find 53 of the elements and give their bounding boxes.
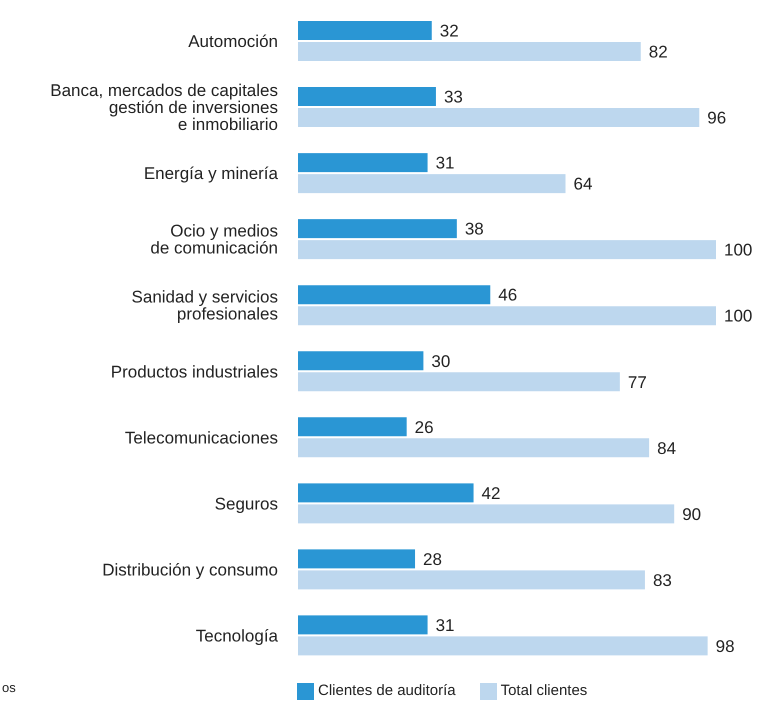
y-tick-label: Productos industriales (110, 362, 278, 382)
data-label: 82 (648, 42, 668, 62)
data-label: 33 (444, 88, 463, 107)
bar (298, 549, 416, 568)
bar (298, 483, 474, 502)
bar (298, 153, 428, 172)
y-tick-label: Energía y minería (144, 164, 279, 184)
y-tick-label: Tecnología (196, 626, 279, 646)
data-label: 96 (707, 108, 726, 128)
data-label: 28 (423, 550, 442, 569)
data-label: 38 (464, 220, 484, 239)
data-label: 46 (498, 286, 518, 305)
data-label: 77 (628, 372, 647, 392)
bar (298, 570, 645, 590)
data-label: 100 (724, 306, 752, 326)
y-tick-label: Automoción (188, 32, 278, 52)
y-tick-label: Sanidad y servicios profesionales (132, 288, 278, 324)
bar (298, 108, 700, 128)
y-tick-label: Seguros (214, 494, 278, 514)
data-label: 84 (657, 438, 676, 458)
data-label: 90 (682, 504, 702, 524)
text: os (2, 680, 16, 695)
bar (298, 87, 436, 106)
bar (298, 174, 566, 194)
y-tick-label: Distribución y consumo (102, 560, 278, 580)
bar (298, 372, 620, 392)
y-tick-label: Ocio y medios de comunicación (150, 222, 278, 258)
bar (298, 417, 407, 436)
bar (298, 438, 650, 458)
bar (298, 240, 716, 260)
bar (298, 21, 432, 40)
bar (298, 306, 716, 326)
data-label: 64 (574, 174, 592, 194)
data-label: 83 (652, 570, 672, 590)
data-label: 100 (724, 240, 752, 260)
legend-label: Total clientes (500, 682, 588, 700)
data-label: 31 (436, 154, 454, 173)
bar (298, 504, 674, 524)
data-label: 32 (440, 22, 459, 41)
data-label: 31 (436, 616, 454, 635)
bar (298, 615, 428, 634)
bar (298, 285, 490, 304)
bar (298, 219, 457, 238)
legend-label: Clientes de auditoría (318, 682, 456, 700)
data-label: 42 (482, 484, 500, 503)
data-label: 98 (716, 636, 735, 656)
data-label: 26 (414, 418, 434, 437)
data-label: 30 (431, 352, 450, 371)
y-tick-label: Telecomunicaciones (124, 428, 278, 448)
bar (298, 636, 708, 656)
y-tick-label: Banca, mercados de capitales gestión de inversiones e inmobiliario (50, 81, 278, 134)
bar (298, 351, 424, 370)
bar (298, 42, 641, 61)
